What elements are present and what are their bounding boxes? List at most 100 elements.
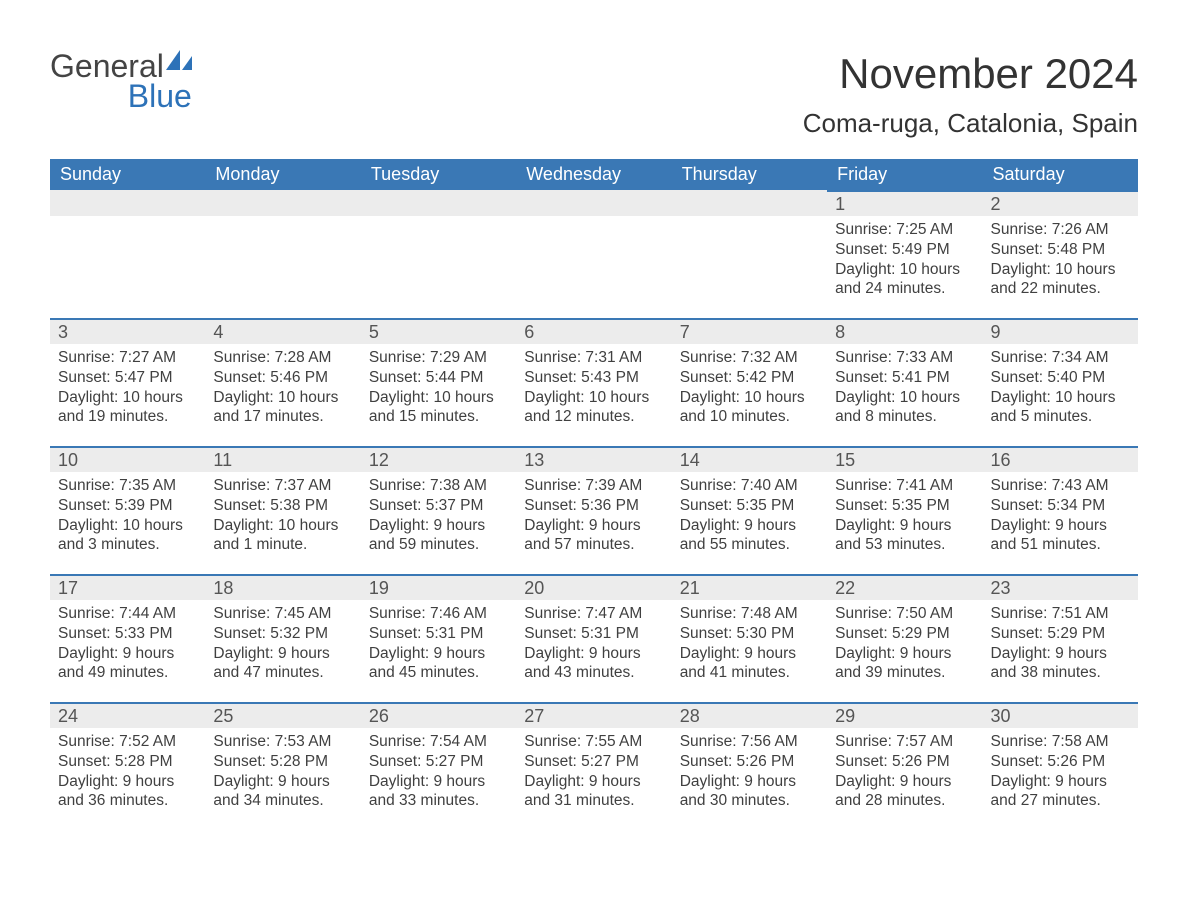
day-number: 30 <box>983 702 1138 728</box>
empty-day-bar <box>516 190 671 216</box>
day-cell: 15Sunrise: 7:41 AMSunset: 5:35 PMDayligh… <box>827 446 982 574</box>
day-number: 17 <box>50 574 205 600</box>
calendar-row: 10Sunrise: 7:35 AMSunset: 5:39 PMDayligh… <box>50 446 1138 574</box>
empty-day-bar <box>672 190 827 216</box>
day-details: Sunrise: 7:31 AMSunset: 5:43 PMDaylight:… <box>516 344 671 433</box>
day-details: Sunrise: 7:28 AMSunset: 5:46 PMDaylight:… <box>205 344 360 433</box>
day-number: 28 <box>672 702 827 728</box>
day-cell: 9Sunrise: 7:34 AMSunset: 5:40 PMDaylight… <box>983 318 1138 446</box>
calendar-row: 17Sunrise: 7:44 AMSunset: 5:33 PMDayligh… <box>50 574 1138 702</box>
day-number: 15 <box>827 446 982 472</box>
day-cell: 29Sunrise: 7:57 AMSunset: 5:26 PMDayligh… <box>827 702 982 830</box>
day-details: Sunrise: 7:55 AMSunset: 5:27 PMDaylight:… <box>516 728 671 817</box>
day-cell: 3Sunrise: 7:27 AMSunset: 5:47 PMDaylight… <box>50 318 205 446</box>
day-details: Sunrise: 7:26 AMSunset: 5:48 PMDaylight:… <box>983 216 1138 305</box>
day-cell: 14Sunrise: 7:40 AMSunset: 5:35 PMDayligh… <box>672 446 827 574</box>
day-number: 18 <box>205 574 360 600</box>
day-cell: 17Sunrise: 7:44 AMSunset: 5:33 PMDayligh… <box>50 574 205 702</box>
day-cell: 26Sunrise: 7:54 AMSunset: 5:27 PMDayligh… <box>361 702 516 830</box>
day-details: Sunrise: 7:41 AMSunset: 5:35 PMDaylight:… <box>827 472 982 561</box>
day-number: 5 <box>361 318 516 344</box>
day-cell: 23Sunrise: 7:51 AMSunset: 5:29 PMDayligh… <box>983 574 1138 702</box>
day-details: Sunrise: 7:35 AMSunset: 5:39 PMDaylight:… <box>50 472 205 561</box>
day-number: 27 <box>516 702 671 728</box>
day-details: Sunrise: 7:40 AMSunset: 5:35 PMDaylight:… <box>672 472 827 561</box>
day-number: 24 <box>50 702 205 728</box>
title-block: November 2024 Coma-ruga, Catalonia, Spai… <box>803 50 1138 153</box>
weekday-header: Tuesday <box>361 159 516 190</box>
empty-day-bar <box>361 190 516 216</box>
weekday-header: Sunday <box>50 159 205 190</box>
day-number: 4 <box>205 318 360 344</box>
day-number: 9 <box>983 318 1138 344</box>
weekday-header: Thursday <box>672 159 827 190</box>
day-cell: 24Sunrise: 7:52 AMSunset: 5:28 PMDayligh… <box>50 702 205 830</box>
day-cell: 25Sunrise: 7:53 AMSunset: 5:28 PMDayligh… <box>205 702 360 830</box>
day-number: 22 <box>827 574 982 600</box>
day-details: Sunrise: 7:43 AMSunset: 5:34 PMDaylight:… <box>983 472 1138 561</box>
day-details: Sunrise: 7:37 AMSunset: 5:38 PMDaylight:… <box>205 472 360 561</box>
calendar-row: 24Sunrise: 7:52 AMSunset: 5:28 PMDayligh… <box>50 702 1138 830</box>
day-number: 7 <box>672 318 827 344</box>
day-cell <box>361 190 516 318</box>
day-number: 2 <box>983 190 1138 216</box>
day-number: 26 <box>361 702 516 728</box>
day-cell: 12Sunrise: 7:38 AMSunset: 5:37 PMDayligh… <box>361 446 516 574</box>
day-cell: 5Sunrise: 7:29 AMSunset: 5:44 PMDaylight… <box>361 318 516 446</box>
day-cell: 18Sunrise: 7:45 AMSunset: 5:32 PMDayligh… <box>205 574 360 702</box>
day-cell: 4Sunrise: 7:28 AMSunset: 5:46 PMDaylight… <box>205 318 360 446</box>
day-cell: 6Sunrise: 7:31 AMSunset: 5:43 PMDaylight… <box>516 318 671 446</box>
day-number: 14 <box>672 446 827 472</box>
weekday-header: Friday <box>827 159 982 190</box>
day-cell: 19Sunrise: 7:46 AMSunset: 5:31 PMDayligh… <box>361 574 516 702</box>
day-details: Sunrise: 7:38 AMSunset: 5:37 PMDaylight:… <box>361 472 516 561</box>
day-cell: 8Sunrise: 7:33 AMSunset: 5:41 PMDaylight… <box>827 318 982 446</box>
day-details: Sunrise: 7:45 AMSunset: 5:32 PMDaylight:… <box>205 600 360 689</box>
day-cell: 11Sunrise: 7:37 AMSunset: 5:38 PMDayligh… <box>205 446 360 574</box>
day-details: Sunrise: 7:47 AMSunset: 5:31 PMDaylight:… <box>516 600 671 689</box>
day-number: 20 <box>516 574 671 600</box>
calendar-table: SundayMondayTuesdayWednesdayThursdayFrid… <box>50 159 1138 830</box>
day-details: Sunrise: 7:39 AMSunset: 5:36 PMDaylight:… <box>516 472 671 561</box>
logo-word-blue: Blue <box>50 80 192 112</box>
day-details: Sunrise: 7:54 AMSunset: 5:27 PMDaylight:… <box>361 728 516 817</box>
day-cell: 21Sunrise: 7:48 AMSunset: 5:30 PMDayligh… <box>672 574 827 702</box>
day-cell: 20Sunrise: 7:47 AMSunset: 5:31 PMDayligh… <box>516 574 671 702</box>
day-cell: 10Sunrise: 7:35 AMSunset: 5:39 PMDayligh… <box>50 446 205 574</box>
day-number: 19 <box>361 574 516 600</box>
weekday-header-row: SundayMondayTuesdayWednesdayThursdayFrid… <box>50 159 1138 190</box>
day-number: 21 <box>672 574 827 600</box>
day-number: 23 <box>983 574 1138 600</box>
day-details: Sunrise: 7:32 AMSunset: 5:42 PMDaylight:… <box>672 344 827 433</box>
day-cell: 30Sunrise: 7:58 AMSunset: 5:26 PMDayligh… <box>983 702 1138 830</box>
day-number: 3 <box>50 318 205 344</box>
day-cell: 28Sunrise: 7:56 AMSunset: 5:26 PMDayligh… <box>672 702 827 830</box>
day-number: 12 <box>361 446 516 472</box>
day-cell: 13Sunrise: 7:39 AMSunset: 5:36 PMDayligh… <box>516 446 671 574</box>
calendar-body: 1Sunrise: 7:25 AMSunset: 5:49 PMDaylight… <box>50 190 1138 830</box>
day-details: Sunrise: 7:50 AMSunset: 5:29 PMDaylight:… <box>827 600 982 689</box>
day-details: Sunrise: 7:29 AMSunset: 5:44 PMDaylight:… <box>361 344 516 433</box>
day-number: 29 <box>827 702 982 728</box>
day-cell <box>205 190 360 318</box>
day-cell: 1Sunrise: 7:25 AMSunset: 5:49 PMDaylight… <box>827 190 982 318</box>
day-number: 10 <box>50 446 205 472</box>
day-details: Sunrise: 7:33 AMSunset: 5:41 PMDaylight:… <box>827 344 982 433</box>
day-cell <box>516 190 671 318</box>
day-number: 11 <box>205 446 360 472</box>
day-details: Sunrise: 7:44 AMSunset: 5:33 PMDaylight:… <box>50 600 205 689</box>
calendar-row: 3Sunrise: 7:27 AMSunset: 5:47 PMDaylight… <box>50 318 1138 446</box>
day-details: Sunrise: 7:48 AMSunset: 5:30 PMDaylight:… <box>672 600 827 689</box>
day-cell: 16Sunrise: 7:43 AMSunset: 5:34 PMDayligh… <box>983 446 1138 574</box>
day-details: Sunrise: 7:51 AMSunset: 5:29 PMDaylight:… <box>983 600 1138 689</box>
logo: General Blue <box>50 50 192 112</box>
day-details: Sunrise: 7:46 AMSunset: 5:31 PMDaylight:… <box>361 600 516 689</box>
day-details: Sunrise: 7:57 AMSunset: 5:26 PMDaylight:… <box>827 728 982 817</box>
day-cell: 27Sunrise: 7:55 AMSunset: 5:27 PMDayligh… <box>516 702 671 830</box>
day-cell: 2Sunrise: 7:26 AMSunset: 5:48 PMDaylight… <box>983 190 1138 318</box>
day-number: 13 <box>516 446 671 472</box>
day-details: Sunrise: 7:58 AMSunset: 5:26 PMDaylight:… <box>983 728 1138 817</box>
day-cell <box>672 190 827 318</box>
header: General Blue November 2024 Coma-ruga, Ca… <box>50 50 1138 153</box>
day-number: 1 <box>827 190 982 216</box>
